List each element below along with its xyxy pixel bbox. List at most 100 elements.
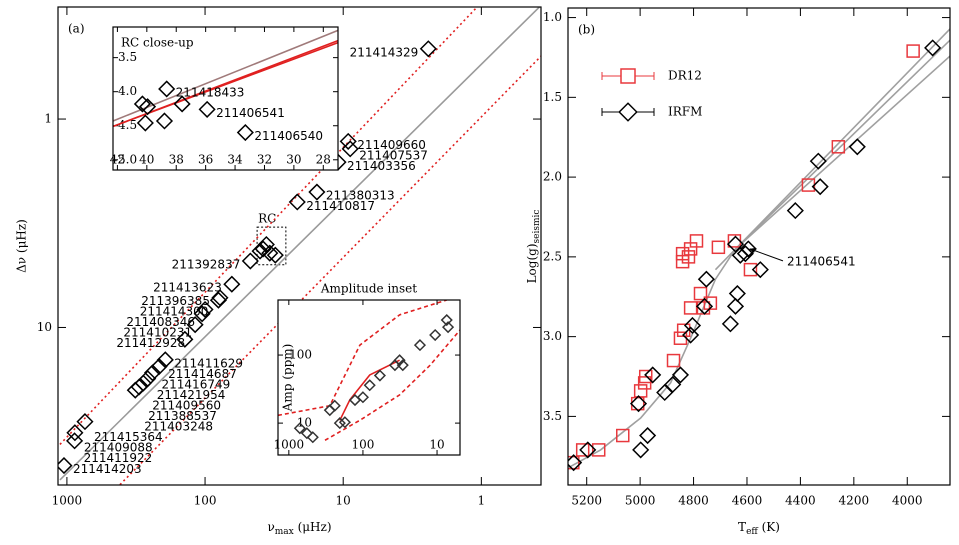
inset-background [113, 27, 338, 170]
data-point [173, 95, 191, 113]
series-line [113, 41, 338, 128]
point-label: 211392837 [172, 258, 241, 272]
data-point [393, 354, 406, 367]
point-label: 211421954 [157, 388, 226, 402]
point-label: 211418433 [176, 85, 245, 99]
x-tick-label: 28 [316, 153, 331, 167]
data-point [300, 427, 313, 440]
data-point [288, 193, 306, 211]
panel-label: (a) [68, 22, 85, 36]
data-point [176, 330, 194, 348]
point-label: 211411922 [84, 451, 153, 465]
panel-label: (b) [578, 23, 595, 37]
y-tick-label: 4.0 [118, 84, 137, 98]
y-tick-label: 2.0 [543, 170, 562, 184]
arrow-head [748, 247, 756, 253]
legend-label: DR12 [668, 69, 702, 83]
data-point [66, 424, 84, 442]
data-point [251, 242, 269, 260]
y-tick-label: 3.5 [118, 50, 137, 64]
y-axis-label: Log(g)seismic [525, 210, 542, 284]
plot-frame [277, 299, 461, 456]
data-point [743, 262, 758, 277]
data-point [196, 300, 214, 319]
data-point [442, 321, 455, 334]
data-point [616, 428, 630, 443]
point-label: 211412928 [116, 336, 185, 350]
point-label: 211409560 [152, 398, 221, 412]
point-label: 211414300 [140, 305, 209, 319]
x-tick-label: 36 [198, 153, 213, 167]
data-point [675, 246, 690, 261]
data-point [682, 326, 700, 344]
y-tick-label: 1.5 [543, 90, 562, 104]
point-label: 211406540 [254, 129, 323, 143]
point-label: 211403248 [144, 419, 213, 433]
series-line [59, 7, 479, 445]
point-label: 211403356 [347, 159, 416, 173]
data-point [751, 261, 769, 279]
series-line [278, 300, 447, 417]
point-label: 211413623 [153, 281, 222, 295]
x-tick-label: 100 [194, 494, 217, 508]
plot-frame [112, 26, 339, 171]
y-tick-label: 100 [289, 348, 312, 362]
data-point [664, 375, 682, 394]
series-line [119, 55, 541, 485]
inset-title: RC close-up [121, 36, 194, 50]
data-point [728, 285, 746, 303]
data-point [193, 305, 211, 323]
y-tick-label: 1 [44, 112, 52, 126]
y-tick-label: 4.5 [118, 118, 137, 132]
x-tick-label: 1000 [274, 438, 305, 452]
data-point [126, 381, 144, 399]
point-label: 211409660 [357, 138, 426, 152]
inset-background [278, 300, 460, 455]
data-point [703, 296, 718, 310]
x-tick-label: 5200 [571, 494, 602, 508]
x-axis-label: Teff (K) [738, 520, 780, 537]
point-label: 211416749 [162, 377, 231, 391]
label-rest: (μHz) [294, 520, 332, 534]
x-tick-label: 4000 [892, 494, 923, 508]
data-point [579, 441, 597, 459]
plot-frame [57, 6, 542, 486]
point-label: 211411629 [174, 356, 243, 370]
data-point [811, 178, 829, 196]
data-point [138, 98, 157, 116]
data-point [261, 244, 279, 262]
data-point [726, 297, 745, 315]
data-point [736, 245, 754, 263]
y-tick-label: 3.5 [543, 409, 562, 423]
data-point [66, 432, 84, 450]
label-sub: max [275, 527, 294, 537]
point-label: 211407537 [359, 148, 428, 162]
x-axis-label: νmax (μHz) [267, 520, 331, 537]
data-point [373, 369, 386, 382]
data-point [223, 275, 241, 293]
data-point [236, 123, 254, 142]
x-tick-label: 32 [257, 153, 272, 167]
data-point [440, 313, 453, 327]
data-point [76, 413, 94, 431]
data-point [241, 252, 259, 270]
data-point [356, 391, 369, 404]
data-point [328, 399, 341, 412]
point-label: 211396385 [141, 294, 210, 308]
data-point [155, 112, 174, 130]
data-point [591, 443, 606, 457]
x-tick-label: 1000 [52, 494, 83, 508]
x-tick-label: 5000 [625, 494, 656, 508]
point-label: 211406541 [216, 106, 285, 120]
x-tick-label: 100 [351, 438, 374, 452]
series-line [324, 329, 460, 441]
data-point [308, 183, 326, 201]
y-label: Amp (ppm) [281, 344, 295, 413]
point-label: 211409088 [84, 440, 153, 454]
x-tick-label: 34 [227, 153, 243, 167]
x-tick-label: 10 [336, 494, 351, 508]
legend-marker [618, 102, 638, 122]
point-label: 211388537 [148, 409, 217, 423]
y-tick-label: 10 [297, 416, 312, 430]
label-sub: eff [746, 527, 758, 537]
